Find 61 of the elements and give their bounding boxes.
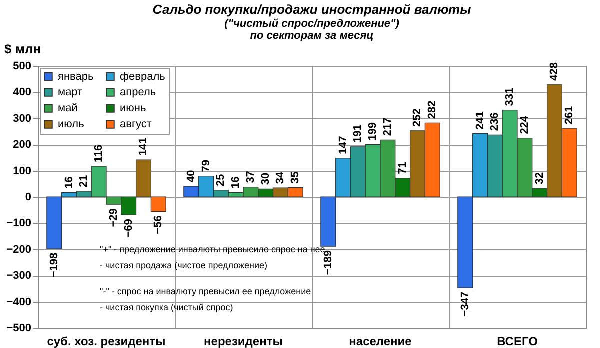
data-label: −69 bbox=[122, 219, 135, 238]
x-tick-label: население bbox=[349, 334, 412, 348]
data-label: 199 bbox=[367, 122, 380, 141]
data-label: 252 bbox=[412, 108, 424, 127]
data-label: 191 bbox=[352, 124, 364, 143]
data-label: 147 bbox=[337, 136, 350, 154]
data-label: 30 bbox=[260, 172, 272, 186]
y-tick-label: 200 bbox=[13, 139, 32, 152]
data-label: 224 bbox=[518, 115, 531, 134]
data-label: 261 bbox=[564, 106, 576, 125]
data-label: 217 bbox=[382, 118, 394, 136]
chart-title: Сальдо покупки/продажи иностранной валюты bbox=[152, 2, 472, 17]
data-label: −347 bbox=[459, 292, 472, 317]
legend-label: март bbox=[58, 86, 83, 98]
data-label: −189 bbox=[322, 250, 334, 276]
data-label: 236 bbox=[489, 112, 502, 132]
legend-label: август bbox=[120, 118, 152, 130]
y-tick-label: −500 bbox=[6, 322, 32, 334]
y-tick-label: −400 bbox=[6, 296, 32, 308]
data-label: −56 bbox=[152, 216, 165, 234]
data-label: 71 bbox=[396, 162, 409, 174]
legend-label: апрель bbox=[120, 86, 156, 98]
data-label: 282 bbox=[426, 100, 439, 120]
legend-label: июнь bbox=[120, 102, 146, 114]
data-label: 25 bbox=[215, 174, 228, 186]
y-tick-label: 100 bbox=[13, 165, 32, 178]
data-label: 116 bbox=[93, 144, 106, 163]
legend-label: февраль bbox=[120, 70, 166, 83]
annotation: - чистая покупка (чистый спрос) bbox=[100, 302, 234, 312]
data-label: 40 bbox=[185, 170, 198, 183]
data-label: 35 bbox=[290, 172, 302, 184]
y-axis-title: $ млн bbox=[4, 42, 42, 56]
data-label: 32 bbox=[534, 172, 546, 185]
data-label: 16 bbox=[63, 176, 76, 189]
x-tick-label: суб. хоз. резиденты bbox=[47, 334, 166, 348]
x-tick-label: нерезиденты bbox=[204, 334, 283, 348]
y-tick-label: 400 bbox=[13, 86, 32, 99]
y-tick-label: 0 bbox=[25, 192, 32, 204]
legend-label: июль bbox=[58, 118, 85, 130]
y-tick-label: −300 bbox=[6, 270, 32, 282]
data-label: 21 bbox=[78, 175, 90, 188]
data-label: 141 bbox=[138, 138, 150, 156]
y-tick-label: −100 bbox=[6, 218, 32, 230]
annotation: - чистая продажа (чистое предложение) bbox=[100, 260, 268, 270]
data-label: 428 bbox=[548, 62, 561, 81]
data-label: 331 bbox=[504, 88, 516, 106]
y-tick-label: 500 bbox=[13, 60, 32, 72]
data-label: −29 bbox=[108, 208, 120, 228]
legend-label: январь bbox=[58, 70, 94, 83]
x-tick-label: ВСЕГО bbox=[497, 334, 538, 348]
chart-subtitle: ("чистый спрос/предложение") по секторам за месяц bbox=[224, 18, 400, 42]
data-label: 241 bbox=[474, 112, 486, 130]
data-label: 16 bbox=[230, 176, 242, 189]
data-label: 34 bbox=[274, 170, 287, 184]
legend-label: май bbox=[58, 102, 78, 114]
y-tick-label: 300 bbox=[13, 112, 32, 125]
annotation: "-" - спрос на инвалюту превысил ее предложение bbox=[100, 286, 312, 296]
data-label: 79 bbox=[200, 160, 212, 172]
data-label: 37 bbox=[244, 171, 257, 184]
y-tick-label: −200 bbox=[6, 244, 32, 256]
data-label: −198 bbox=[48, 252, 60, 278]
